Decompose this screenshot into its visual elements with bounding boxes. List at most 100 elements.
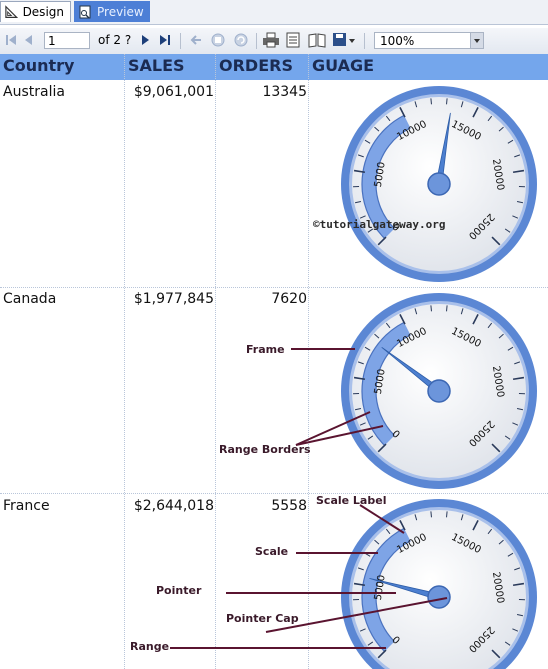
gauge-tick	[491, 236, 501, 246]
gauge-tick	[430, 98, 432, 105]
export-icon[interactable]	[332, 32, 356, 48]
gauge-tick	[498, 126, 504, 132]
gauge-tick	[472, 107, 479, 118]
sales-cell: $1,977,845	[133, 291, 214, 307]
gauge-tick	[353, 582, 366, 587]
last-page-icon[interactable]	[158, 32, 172, 48]
gauge-tick	[414, 514, 418, 521]
gauge-pointer-cap	[427, 172, 451, 196]
annotation-range-borders: Range Borders	[219, 443, 311, 456]
annotation-range: Range	[130, 640, 170, 653]
annotation-pointer: Pointer	[156, 584, 202, 597]
gauge-tick	[504, 435, 511, 440]
sales-cell: $9,061,001	[133, 84, 214, 100]
gauge-range-border	[375, 127, 411, 229]
gauge-tick	[367, 435, 374, 440]
gauge-tick	[487, 115, 493, 122]
next-page-icon[interactable]	[138, 32, 152, 48]
tab-preview-label: Preview	[97, 4, 144, 19]
gauge-tick	[414, 101, 418, 108]
preview-report-icon	[79, 5, 91, 18]
gauge-tick	[460, 101, 464, 108]
gauge-tick	[353, 376, 366, 381]
gauge-tick	[504, 641, 511, 646]
back-icon[interactable]	[188, 32, 204, 48]
column-divider	[124, 54, 125, 669]
gauge-tick	[512, 376, 525, 381]
gauge-tick	[514, 567, 521, 571]
zoom-value: 100%	[380, 34, 415, 48]
gauge-tick	[374, 126, 380, 132]
toolbar-divider	[364, 33, 365, 49]
sales-cell: $2,644,018	[133, 498, 214, 514]
gauge-tick	[446, 98, 448, 105]
gauge-tick	[354, 407, 362, 411]
gauge-tick	[364, 346, 371, 351]
gauge-range	[362, 528, 411, 652]
gauge-tick	[399, 107, 406, 118]
toolbar-divider	[180, 33, 181, 49]
table-header: Country SALES ORDERS GUAGE	[0, 54, 548, 80]
toolbar-divider	[256, 33, 257, 49]
gauge-range	[362, 115, 411, 239]
gauge-scale-label: 20000	[490, 365, 506, 398]
gauge-tick	[353, 169, 366, 174]
stop-icon[interactable]	[210, 32, 226, 48]
header-country: Country	[3, 56, 75, 75]
gauge-tick	[512, 582, 525, 587]
gauge-tick	[377, 236, 387, 246]
gauge-scale-label: 20000	[490, 571, 506, 604]
page-setup-icon[interactable]	[308, 32, 326, 48]
annotation-scale-label: Scale Label	[316, 494, 387, 507]
gauge-scale-label: 5000	[373, 368, 388, 395]
gauge-tick	[430, 511, 432, 518]
gauge-tick	[498, 539, 504, 545]
country-cell: France	[3, 498, 50, 514]
gauge-scale-label: 20000	[490, 158, 506, 191]
gauge-tick	[385, 528, 391, 535]
country-cell: Canada	[3, 291, 57, 307]
gauge-tick	[357, 361, 364, 365]
prev-page-icon[interactable]	[22, 32, 36, 48]
zoom-select[interactable]: 100%	[374, 32, 484, 49]
first-page-icon[interactable]	[4, 32, 18, 48]
gauge-tick	[367, 641, 374, 646]
gauge-tick	[385, 115, 391, 122]
header-gauge: GUAGE	[312, 56, 375, 75]
gauge-tick	[377, 649, 387, 659]
header-sales: SALES	[128, 56, 185, 75]
tab-preview[interactable]: Preview	[74, 1, 150, 22]
gauge-tick	[516, 613, 524, 617]
gauge-tick	[399, 520, 406, 531]
gauge-tick	[491, 443, 501, 453]
column-divider	[308, 54, 309, 669]
gauge-tick	[507, 346, 514, 351]
refresh-icon[interactable]	[233, 32, 249, 48]
gauge-tick	[359, 422, 366, 426]
tab-design[interactable]: Design	[0, 1, 71, 22]
gauge-tick	[354, 200, 362, 204]
gauge-tick	[514, 154, 521, 158]
gauge-range-border	[375, 540, 411, 642]
gauge-tick	[512, 215, 519, 219]
gauge-tick	[514, 361, 521, 365]
chevron-down-icon[interactable]	[470, 33, 483, 48]
gauge-tick	[512, 628, 519, 632]
print-icon[interactable]	[262, 32, 280, 48]
gauge-tick	[430, 305, 432, 312]
page-number-input[interactable]: 1	[44, 32, 90, 49]
gauge-tick	[472, 314, 479, 325]
gauge-tick	[498, 333, 504, 339]
gauge-tick	[472, 520, 479, 531]
page-count-label: of 2 ?	[98, 33, 132, 47]
gauge-tick	[507, 139, 514, 144]
row-divider	[0, 493, 548, 494]
gauge-tick	[491, 649, 501, 659]
print-layout-icon[interactable]	[285, 32, 301, 48]
tab-strip: Design Preview	[0, 0, 548, 25]
gauge-range-border	[375, 334, 411, 436]
orders-cell: 13345	[262, 84, 307, 100]
gauge-tick	[359, 628, 366, 632]
gauge-tick	[364, 139, 371, 144]
